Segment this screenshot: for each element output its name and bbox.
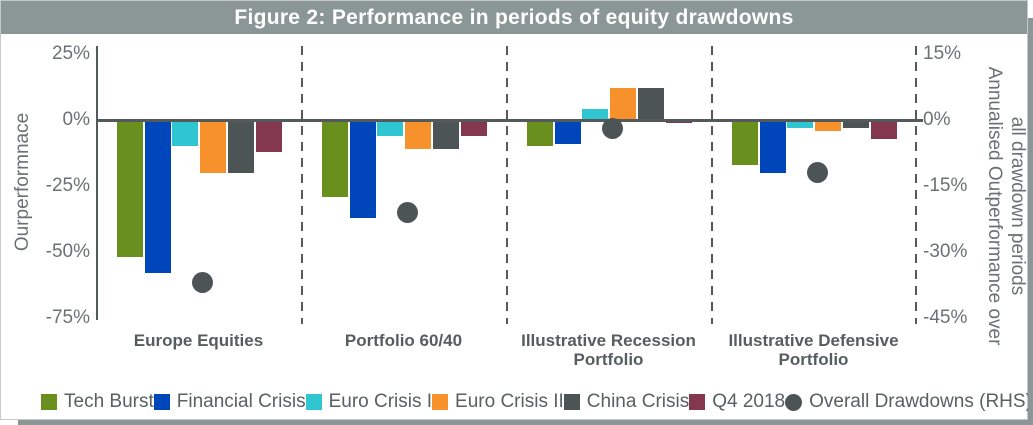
- legend-swatch-icon: [432, 394, 449, 410]
- bar: [732, 120, 758, 165]
- bar: [377, 120, 404, 136]
- bar: [637, 88, 664, 120]
- bar: [582, 109, 609, 120]
- bar: [144, 120, 171, 274]
- right-tick-label: -45%: [923, 307, 968, 328]
- bar: [787, 120, 814, 128]
- figure-shadow-right: [1028, 18, 1033, 425]
- legend-item: China Crisis: [563, 391, 690, 413]
- bar: [815, 120, 842, 131]
- right-tick-label: -15%: [923, 175, 968, 196]
- left-tick-label: 25%: [51, 43, 90, 64]
- category-label: Portfolio 60/40: [344, 331, 463, 350]
- legend-dot-icon: [785, 393, 803, 411]
- figure-title: Figure 2: Performance in periods of equi…: [234, 5, 794, 29]
- bar: [172, 120, 199, 147]
- bar: [610, 88, 637, 120]
- zero-line: [96, 119, 923, 122]
- category-divider: [301, 46, 303, 324]
- left-tick-label: -50%: [45, 241, 90, 262]
- left-tick-label: -25%: [45, 175, 90, 196]
- legend-label: Euro Crisis II: [455, 391, 564, 412]
- bar: [554, 120, 581, 144]
- figure-title-bar: Figure 2: Performance in periods of equi…: [1, 1, 1027, 34]
- legend-swatch-icon: [689, 394, 706, 410]
- bar: [117, 120, 143, 258]
- scatter-dot: [192, 272, 213, 294]
- legend-item: Euro Crisis I: [305, 391, 433, 413]
- legend-item: Tech Burst: [41, 391, 154, 413]
- legend-label: Tech Burst: [64, 391, 154, 412]
- right-tick-label: 0%: [923, 109, 951, 130]
- scatter-dot: [602, 118, 623, 140]
- category-label: Illustrative Defensive Portfolio: [728, 331, 899, 369]
- legend-swatch-icon: [563, 394, 580, 410]
- left-axis-line: [96, 46, 98, 320]
- legend-label: China Crisis: [586, 391, 690, 412]
- legend-item: Financial Crisis: [153, 391, 306, 413]
- scatter-dot: [807, 162, 828, 184]
- bar: [349, 120, 376, 218]
- right-tick-label: 15%: [923, 43, 962, 64]
- category-label: Europe Equities: [133, 331, 264, 350]
- category-label: Illustrative Recession Portfolio: [521, 331, 696, 369]
- figure-shadow-bottom: [18, 420, 1033, 425]
- bar: [200, 120, 227, 173]
- bar: [460, 120, 487, 136]
- bar: [255, 120, 282, 152]
- bar: [870, 120, 897, 139]
- bar: [322, 120, 348, 197]
- bar: [227, 120, 254, 173]
- legend-label: Financial Crisis: [176, 391, 306, 412]
- right-axis-title-line2: all drawdown periods: [1007, 116, 1028, 296]
- legend-label: Euro Crisis I: [328, 391, 433, 412]
- right-tick-label: -30%: [923, 241, 968, 262]
- legend-item: Euro Crisis II: [432, 391, 564, 413]
- right-axis-line: [915, 46, 917, 324]
- bar: [432, 120, 459, 149]
- bar: [759, 120, 786, 173]
- bar: [842, 120, 869, 128]
- bar: [527, 120, 553, 147]
- legend-swatch-icon: [305, 394, 322, 410]
- left-tick-label: 0%: [62, 109, 90, 130]
- right-axis-title-line1: Annualised Outperformance over: [984, 66, 1005, 346]
- scatter-dot: [397, 201, 418, 223]
- legend-swatch-icon: [153, 394, 170, 410]
- legend-swatch-icon: [41, 394, 57, 410]
- chart-legend: Tech Burst Financial Crisis Euro Crisis I E…: [1, 387, 1032, 417]
- legend-item: Overall Drawdowns (RHS): [785, 391, 1032, 413]
- legend-label: Overall Drawdowns (RHS): [809, 391, 1032, 412]
- category-divider: [506, 46, 508, 324]
- left-tick-label: -75%: [45, 307, 90, 328]
- category-divider: [711, 46, 713, 324]
- legend-label: Q4 2018: [712, 391, 786, 412]
- left-axis-title: Ourperformnace: [12, 112, 33, 252]
- bar: [405, 120, 432, 149]
- legend-item: Q4 2018: [689, 391, 785, 413]
